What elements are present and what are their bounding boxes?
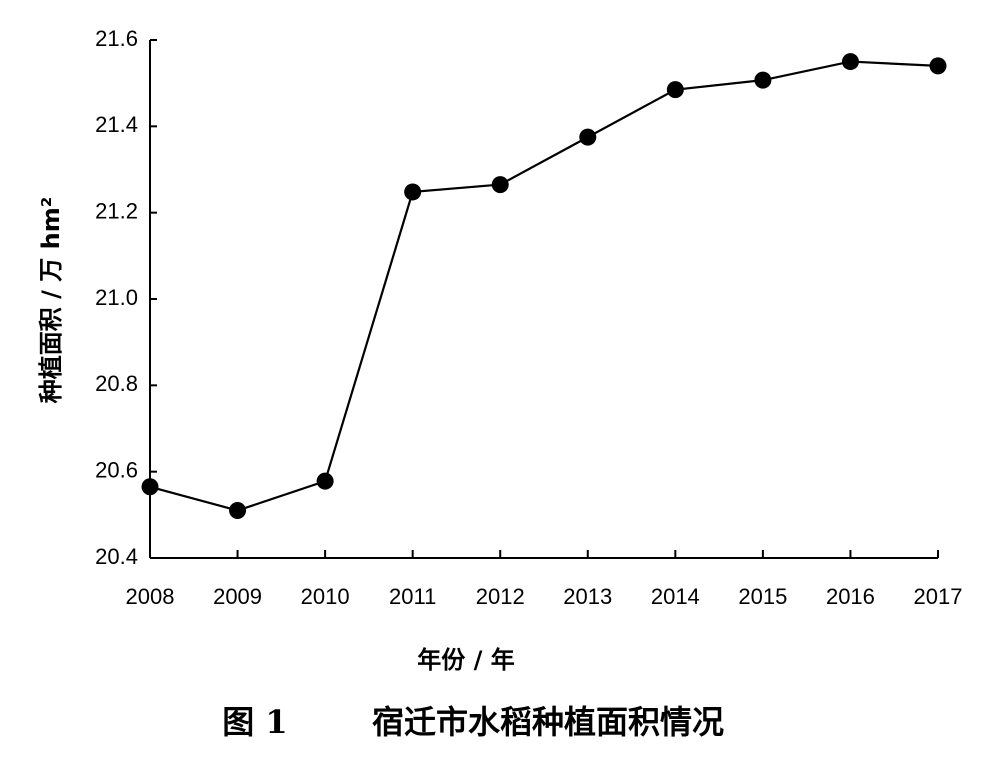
x-tick-label: 2015: [738, 584, 787, 609]
series-line: [149, 60, 939, 512]
y-tick-label: 20.8: [95, 371, 138, 396]
y-tick-label: 21.0: [95, 285, 138, 310]
x-tick-label: 2014: [651, 584, 700, 609]
y-axis: 20.4 20.6 20.8 21.0 21.2 21.4 21.6: [95, 26, 157, 569]
x-tick-label: 2010: [301, 584, 350, 609]
data-point: [579, 128, 597, 146]
x-axis-title: 年份 / 年: [417, 646, 514, 674]
data-point: [141, 478, 159, 496]
x-tick-label: 2013: [563, 584, 612, 609]
y-tick-label: 21.4: [95, 112, 138, 137]
series-group: [141, 53, 947, 520]
data-point: [929, 57, 947, 75]
y-tick-label: 20.4: [95, 544, 138, 569]
data-point: [229, 502, 247, 520]
data-point: [404, 183, 422, 201]
x-tick-label: 2016: [826, 584, 875, 609]
data-point: [316, 472, 334, 490]
y-tick-label: 21.2: [95, 198, 138, 223]
data-point: [754, 71, 772, 89]
figure-caption-text: 宿迁市水稻种植面积情况: [372, 703, 724, 741]
y-axis-title: 种植面积 / 万 hm²: [37, 197, 65, 403]
y-tick-label: 20.6: [95, 457, 138, 482]
x-tick-label: 2012: [476, 584, 525, 609]
x-axis: 2008 2009 2010 2011 2012 2013 2014 2015 2016 2017: [126, 550, 963, 609]
data-point: [666, 81, 684, 99]
figure-caption-label: 图 1: [222, 703, 287, 741]
x-tick-label: 2017: [914, 584, 963, 609]
x-tick-label: 2008: [126, 584, 175, 609]
y-tick-label: 21.6: [95, 26, 138, 51]
x-tick-label: 2009: [213, 584, 262, 609]
x-tick-label: 2011: [389, 584, 436, 609]
data-point: [841, 53, 859, 71]
data-point: [491, 176, 509, 194]
